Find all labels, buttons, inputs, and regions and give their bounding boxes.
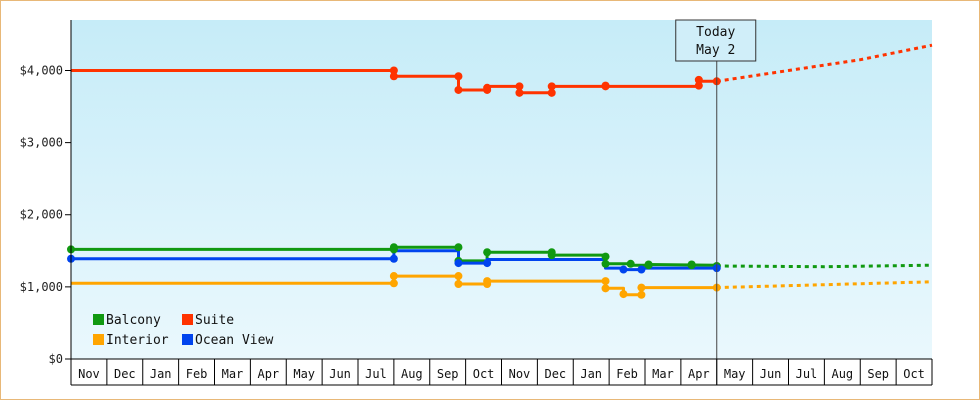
x-tick-label: Jul bbox=[796, 367, 818, 381]
legend: Balcony Suite Interior Ocean View bbox=[93, 313, 273, 348]
x-tick-label: May bbox=[293, 367, 315, 381]
data-point-ocean-view bbox=[483, 259, 492, 268]
x-tick-label: Sep bbox=[437, 367, 459, 381]
plot-background bbox=[71, 20, 932, 359]
axes-layer: $0 $1,000 $2,000 $3,000 $4,000 Nov Dec Jan Feb Ma… bbox=[20, 20, 933, 386]
x-tick-label: Apr bbox=[688, 367, 710, 381]
data-point-balcony bbox=[644, 261, 653, 270]
x-tick-label: Jun bbox=[329, 367, 351, 381]
x-tick-label: Nov bbox=[509, 367, 531, 381]
data-point-suite bbox=[694, 75, 703, 84]
data-point-ocean-view bbox=[637, 265, 646, 274]
today-label-date: May 2 bbox=[696, 43, 735, 58]
data-point-interior bbox=[619, 290, 628, 299]
x-tick-label: Oct bbox=[473, 367, 495, 381]
legend-swatch-ocean-view bbox=[182, 334, 193, 345]
data-point-interior bbox=[483, 277, 492, 286]
x-tick-label: Dec bbox=[544, 367, 566, 381]
legend-swatch-balcony bbox=[93, 314, 104, 325]
x-tick-label: Aug bbox=[831, 367, 853, 381]
data-point-interior bbox=[454, 272, 463, 281]
y-tick-label: $4,000 bbox=[20, 63, 63, 77]
data-point-suite bbox=[547, 88, 556, 97]
data-point-suite bbox=[601, 81, 610, 90]
y-tick-label: $0 bbox=[49, 352, 63, 366]
data-point-suite bbox=[515, 88, 524, 97]
legend-label-interior: Interior bbox=[106, 333, 169, 348]
x-tick-label: Jan bbox=[580, 367, 602, 381]
x-tick-label: Mar bbox=[222, 367, 244, 381]
forecast-line-interior bbox=[716, 280, 933, 290]
data-point-ocean-view bbox=[619, 265, 628, 274]
data-point-interior bbox=[389, 272, 398, 281]
today-label-line1: Today bbox=[696, 25, 735, 40]
data-point-balcony bbox=[601, 252, 610, 261]
legend-label-suite: Suite bbox=[195, 313, 234, 328]
data-point-suite bbox=[694, 81, 703, 90]
legend-swatch-interior bbox=[93, 334, 104, 345]
x-tick-label: Sep bbox=[867, 367, 889, 381]
data-point-balcony bbox=[389, 243, 398, 252]
x-tick-label: Dec bbox=[114, 367, 136, 381]
data-point-suite bbox=[483, 83, 492, 92]
legend-swatch-suite bbox=[182, 314, 193, 325]
data-point-suite bbox=[389, 72, 398, 81]
x-tick-label: Aug bbox=[401, 367, 423, 381]
x-tick-label: May bbox=[724, 367, 746, 381]
data-point-suite bbox=[515, 82, 524, 91]
x-tick-label: Nov bbox=[78, 367, 100, 381]
data-point-suite bbox=[389, 66, 398, 75]
data-point-suite bbox=[454, 72, 463, 81]
today-layer: Today May 2 bbox=[675, 19, 757, 385]
x-tick-label: Mar bbox=[652, 367, 674, 381]
data-point-balcony bbox=[547, 251, 556, 260]
today-label-box bbox=[675, 19, 757, 62]
x-tick-label: Apr bbox=[257, 367, 279, 381]
data-point-interior bbox=[637, 283, 646, 292]
y-tick-label: $3,000 bbox=[20, 136, 63, 150]
legend-label-ocean-view: Ocean View bbox=[195, 333, 273, 348]
data-point-suite bbox=[454, 85, 463, 94]
data-point-interior bbox=[601, 284, 610, 293]
y-tick-label: $2,000 bbox=[20, 208, 63, 222]
data-point-balcony bbox=[454, 243, 463, 252]
x-tick-label: Oct bbox=[903, 367, 925, 381]
legend-label-balcony: Balcony bbox=[106, 313, 161, 328]
data-point-interior bbox=[601, 277, 610, 286]
data-point-ocean-view bbox=[389, 254, 398, 263]
data-point-suite bbox=[547, 82, 556, 91]
series-layer bbox=[67, 43, 933, 299]
x-tick-label: Jan bbox=[150, 367, 172, 381]
data-point-balcony bbox=[626, 259, 635, 268]
data-point-interior bbox=[389, 279, 398, 288]
y-tick-label: $1,000 bbox=[20, 280, 63, 294]
data-point-balcony bbox=[601, 259, 610, 268]
x-tick-label: Feb bbox=[616, 367, 638, 381]
data-point-ocean-view bbox=[454, 259, 463, 268]
data-point-interior bbox=[454, 279, 463, 288]
data-point-interior bbox=[637, 290, 646, 299]
x-tick-label: Feb bbox=[186, 367, 208, 381]
data-point-balcony bbox=[483, 248, 492, 257]
x-tick-label: Jun bbox=[760, 367, 782, 381]
forecast-line-balcony bbox=[716, 263, 933, 269]
data-point-balcony bbox=[687, 261, 696, 270]
x-tick-label: Jul bbox=[365, 367, 387, 381]
